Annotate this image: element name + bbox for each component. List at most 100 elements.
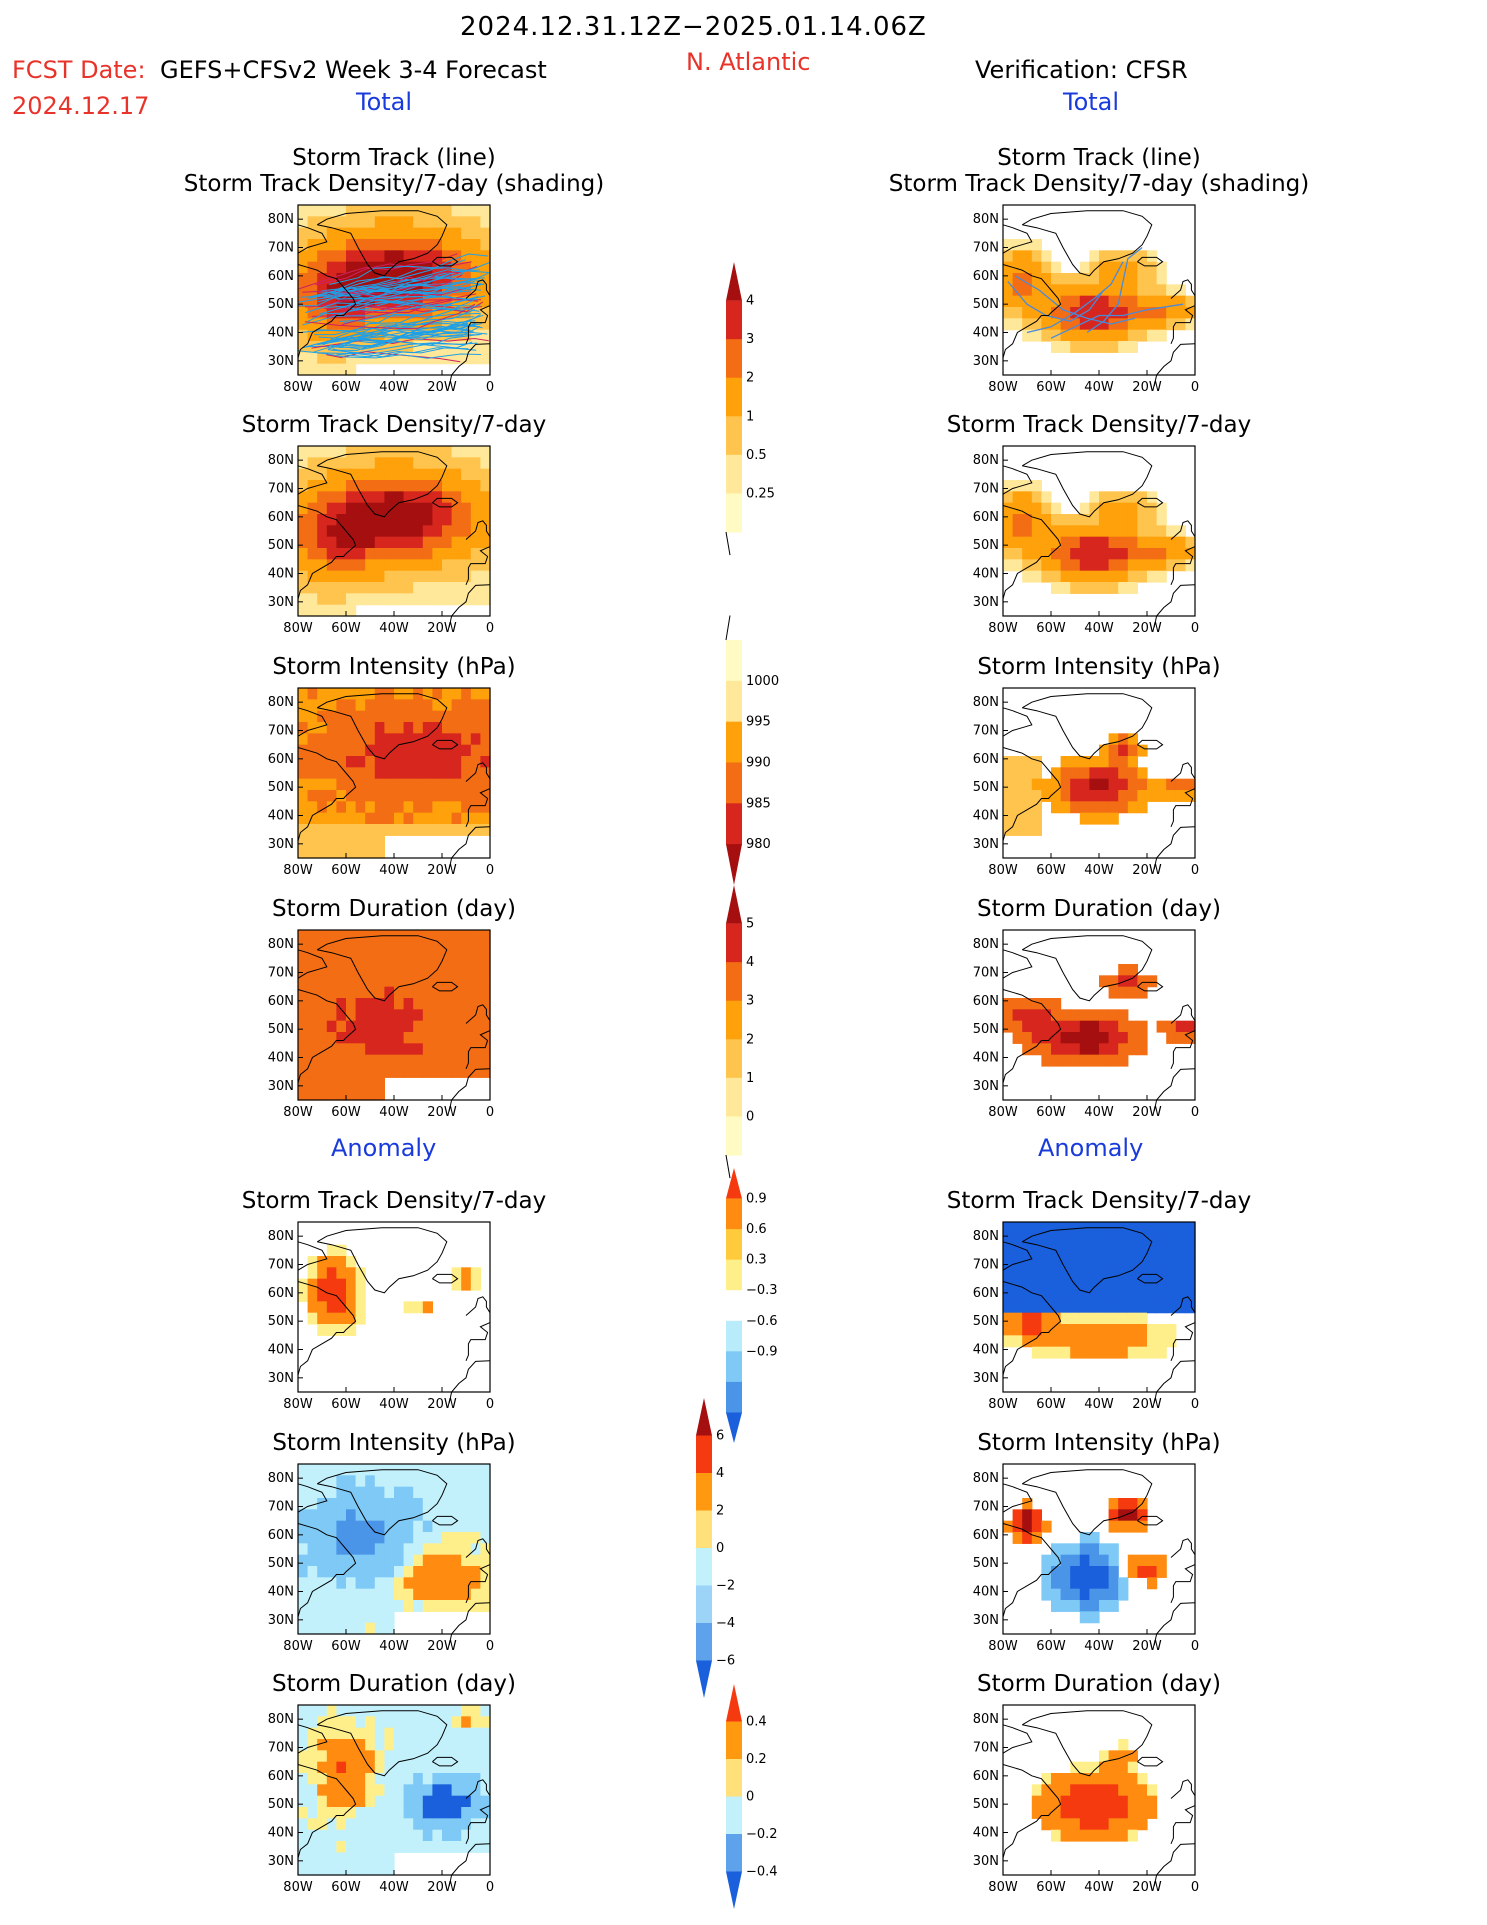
field-cell xyxy=(413,790,424,802)
coastline xyxy=(432,1515,459,1526)
field-cell xyxy=(317,722,328,734)
field-cell xyxy=(1099,582,1110,594)
coastline xyxy=(1137,981,1164,992)
y-tick-label: 80N xyxy=(973,453,999,468)
field-cell xyxy=(1166,1267,1177,1280)
panel-title-obs-density-0: Storm Track Density/7-day xyxy=(946,412,1252,438)
field-cell xyxy=(374,835,385,848)
field-cell xyxy=(480,1705,491,1717)
field-cell xyxy=(346,1509,357,1522)
field-cell xyxy=(1089,801,1100,814)
field-cell xyxy=(461,1588,472,1601)
field-cell xyxy=(355,1784,366,1797)
field-cell xyxy=(1099,261,1110,274)
field-cell xyxy=(480,1509,491,1522)
field-cell xyxy=(1022,756,1033,768)
field-cell xyxy=(298,1278,309,1291)
field-cell xyxy=(307,1852,318,1865)
field-cell xyxy=(365,756,376,768)
field-cell xyxy=(403,1841,414,1853)
field-cell xyxy=(413,722,424,734)
field-cell xyxy=(365,227,376,240)
colorbar-label: −2 xyxy=(716,1579,735,1594)
field-cell xyxy=(374,250,385,263)
verification-label: Verification: CFSR xyxy=(975,56,1188,84)
field-cell xyxy=(1137,975,1148,988)
field-cell xyxy=(1147,318,1158,331)
field-cell xyxy=(451,216,462,229)
field-cell xyxy=(374,1863,385,1876)
field-cell xyxy=(1089,570,1100,583)
field-cell xyxy=(326,1773,337,1785)
field-cell xyxy=(1041,1795,1052,1808)
y-tick-label: 60N xyxy=(268,752,294,767)
field-cell xyxy=(307,363,318,376)
field-cell xyxy=(451,446,462,458)
field-cell xyxy=(480,446,491,458)
field-cell xyxy=(1051,1773,1062,1785)
field-cell xyxy=(1137,570,1148,583)
field-cell xyxy=(1137,1807,1148,1819)
field-cell xyxy=(1041,1301,1052,1314)
coastlines xyxy=(1002,210,1196,387)
field-cell xyxy=(346,1829,357,1842)
field-cell xyxy=(1060,1773,1071,1785)
field-cell xyxy=(1137,1032,1148,1044)
field-cell xyxy=(298,767,309,780)
field-cell xyxy=(422,1020,433,1033)
field-cell xyxy=(432,1464,443,1476)
field-cell xyxy=(1079,318,1090,331)
field-cell xyxy=(1003,1312,1014,1325)
field-cell xyxy=(1108,1520,1119,1533)
coastline xyxy=(1137,1515,1164,1526)
field-cell xyxy=(413,514,424,526)
field-cell xyxy=(1060,284,1071,297)
field-cell xyxy=(374,801,385,814)
x-tick-label: 60W xyxy=(331,1105,361,1120)
x-tick-label: 20W xyxy=(1132,621,1162,636)
colorbar-label: 3 xyxy=(746,994,754,1009)
field-cell xyxy=(317,559,328,572)
field-cell xyxy=(1127,1509,1138,1522)
field-cell xyxy=(307,930,318,942)
colorbar-label: 1 xyxy=(746,409,754,424)
field-cell xyxy=(384,767,395,780)
field-cell xyxy=(1060,1807,1071,1819)
field-cell xyxy=(365,710,376,723)
field-cell xyxy=(442,318,453,331)
field-cell xyxy=(1099,756,1110,768)
field-cell xyxy=(374,352,385,365)
field-cell xyxy=(384,1727,395,1740)
field-cell xyxy=(355,824,366,836)
field-cell xyxy=(346,1312,357,1325)
field-cell xyxy=(307,559,318,572)
colorbar-swatch xyxy=(726,1229,742,1261)
field-cell xyxy=(480,261,491,274)
field-cell xyxy=(365,1032,376,1044)
field-cell xyxy=(307,1043,318,1056)
field-cell xyxy=(1137,1818,1148,1831)
field-cells xyxy=(1003,1498,1167,1624)
field-cell xyxy=(317,1088,328,1101)
field-cell xyxy=(461,1761,472,1774)
field-cell xyxy=(355,1509,366,1522)
field-cell xyxy=(336,480,347,492)
field-cell xyxy=(1079,1784,1090,1797)
y-tick-label: 80N xyxy=(973,1471,999,1486)
field-cell xyxy=(1108,548,1119,560)
field-cell xyxy=(1012,1222,1023,1234)
fcst-date-label: FCST Date: xyxy=(12,56,146,84)
field-cell xyxy=(1003,284,1014,297)
field-cell xyxy=(1156,548,1167,560)
field-cell xyxy=(1089,1301,1100,1314)
field-cell xyxy=(480,1761,491,1774)
field-cell xyxy=(470,1761,481,1774)
field-cell xyxy=(1099,1543,1110,1556)
y-tick-label: 80N xyxy=(973,1229,999,1244)
x-tick-label: 0 xyxy=(486,1880,494,1895)
field-cell xyxy=(1051,998,1062,1010)
field-cell xyxy=(374,318,385,331)
colorbar-swatch xyxy=(726,377,742,417)
field-cell xyxy=(326,1312,337,1325)
field-cell xyxy=(1079,1829,1090,1842)
